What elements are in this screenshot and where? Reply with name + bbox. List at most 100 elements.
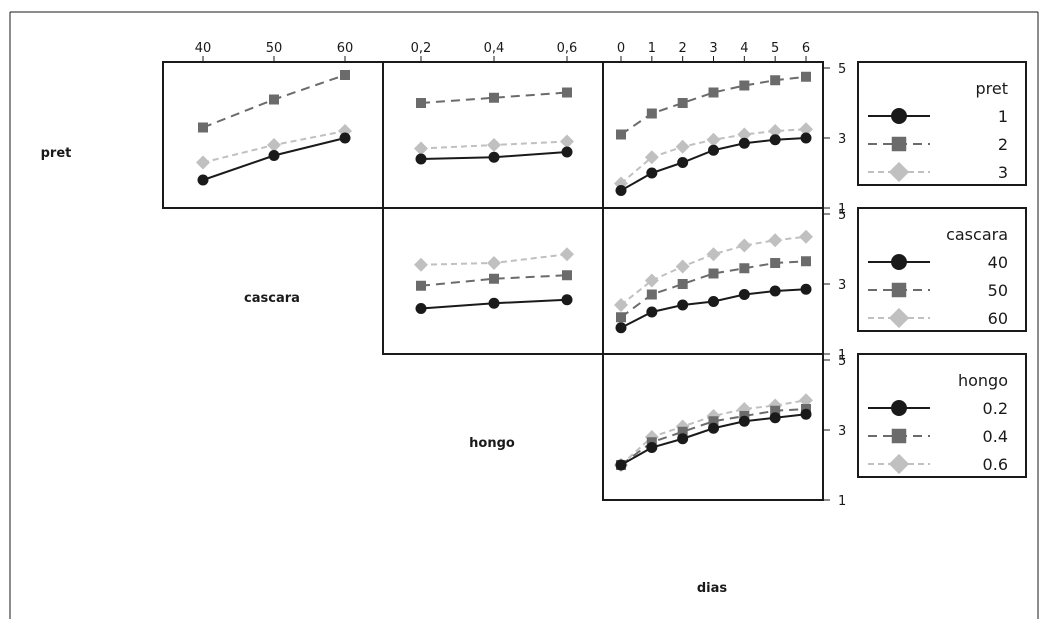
data-point-pret-cascara-3-0 (196, 155, 210, 170)
data-point-pret-hongo-3-1 (487, 138, 501, 152)
row-label-cascara: cascara (244, 291, 300, 306)
legend-box-cascara (857, 207, 1027, 332)
data-point-pret-dias-1-5 (769, 134, 781, 146)
data-point-hongo-dias-0.4-2 (677, 426, 688, 437)
top-tick-label-cascara-2: 60 (337, 41, 354, 56)
data-point-pret-hongo-2-1 (489, 92, 499, 103)
data-point-cascara-dias-50-0 (616, 312, 626, 323)
data-point-pret-dias-3-4 (737, 127, 752, 142)
legend-label-pret-3: 3 (998, 163, 1008, 182)
legend-cascara: cascara 40 50 60 (857, 207, 1027, 332)
data-point-cascara-dias-50-2 (677, 279, 688, 289)
data-point-pret-hongo-1-0 (415, 153, 427, 165)
data-point-cascara-dias-60-3 (706, 247, 721, 262)
data-point-pret-hongo-1-1 (488, 151, 500, 163)
legend-marker-hongo-0.6 (888, 453, 910, 475)
data-point-cascara-dias-40-1 (646, 306, 658, 318)
right-tick-label-pret-2: 5 (838, 62, 846, 77)
top-tick-label-dias-1: 1 (648, 41, 656, 56)
data-point-cascara-hongo-50-0 (416, 280, 426, 291)
data-point-pret-dias-1-3 (708, 144, 719, 156)
data-point-hongo-dias-0.2-1 (646, 442, 658, 453)
data-point-cascara-dias-50-3 (708, 268, 719, 279)
panel-frame-pret-hongo (382, 61, 604, 209)
data-point-cascara-dias-50-4 (739, 263, 750, 274)
panel-hongo-dias (602, 353, 824, 501)
data-point-pret-dias-3-1 (644, 150, 659, 165)
top-tick-label-dias-5: 5 (771, 41, 779, 56)
legend-marker-pret-1 (891, 108, 907, 124)
legend-hongo: hongo 0.2 0.4 0.6 (857, 353, 1027, 478)
panel-pret-dias (602, 61, 824, 209)
top-tick-label-dias-4: 4 (740, 41, 748, 56)
legend-marker-hongo-0.4 (891, 428, 907, 444)
data-point-cascara-dias-60-4 (737, 238, 752, 253)
col-label-dias: dias (697, 581, 728, 596)
data-point-cascara-hongo-60-2 (560, 247, 574, 262)
data-point-pret-dias-2-6 (801, 71, 811, 82)
data-point-cascara-hongo-40-2 (561, 294, 573, 306)
data-point-pret-cascara-2-0 (198, 122, 208, 133)
legend-label-cascara-40: 40 (988, 253, 1008, 272)
top-tick-label-cascara-1: 50 (266, 41, 283, 56)
data-point-pret-dias-2-1 (646, 108, 657, 119)
data-point-pret-dias-1-4 (738, 137, 750, 149)
series-line-pret-dias-2 (620, 75, 807, 136)
panels-layer (162, 61, 824, 501)
data-point-pret-dias-2-5 (770, 75, 781, 86)
data-point-pret-dias-1-0 (615, 185, 627, 196)
right-tick-label-hongo-0: 1 (838, 494, 846, 509)
panel-cascara-hongo (382, 207, 604, 355)
data-point-cascara-dias-50-6 (801, 256, 811, 267)
right-tick-label-cascara-2: 5 (838, 208, 846, 223)
top-tick-label-cascara-0: 40 (195, 41, 212, 56)
data-point-hongo-dias-0.6-6 (799, 393, 813, 408)
data-point-pret-dias-3-6 (799, 122, 813, 137)
top-tick-label-hongo-1: 0,4 (484, 41, 505, 56)
data-point-cascara-dias-40-6 (800, 283, 812, 295)
legend-title-cascara: cascara (946, 225, 1008, 244)
row-label-pret: pret (41, 146, 72, 161)
data-point-pret-dias-1-2 (677, 157, 689, 168)
data-point-pret-dias-2-2 (677, 98, 688, 108)
data-point-pret-hongo-3-0 (414, 141, 428, 156)
legend-box-hongo (857, 353, 1027, 478)
series-line-pret-hongo-2 (420, 91, 568, 104)
data-point-pret-hongo-2-2 (562, 87, 572, 98)
data-point-cascara-dias-50-5 (770, 258, 781, 268)
legend-pret: pret 1 2 3 (857, 61, 1027, 186)
top-tick-label-hongo-0: 0,2 (411, 41, 432, 56)
top-tick-label-dias-6: 6 (802, 41, 810, 56)
data-point-cascara-dias-60-1 (644, 273, 659, 288)
data-point-pret-cascara-1-0 (197, 174, 209, 186)
right-tick-label-cascara-1: 3 (838, 278, 846, 293)
data-point-cascara-dias-60-6 (799, 229, 813, 244)
data-point-pret-dias-1-1 (646, 167, 658, 179)
legend-marker-cascara-50 (891, 282, 907, 298)
panel-frame-pret-cascara (162, 61, 384, 209)
data-point-cascara-dias-40-4 (738, 289, 750, 300)
row-label-hongo: hongo (469, 436, 515, 451)
legend-title-hongo: hongo (958, 371, 1008, 390)
data-point-cascara-hongo-50-2 (562, 270, 572, 281)
right-tick-label-pret-1: 3 (838, 132, 846, 147)
data-point-pret-cascara-1-2 (339, 132, 351, 144)
legend-marker-pret-3 (888, 161, 910, 183)
legend-marker-pret-2 (891, 136, 907, 152)
right-tick-label-hongo-1: 3 (838, 424, 846, 439)
data-point-cascara-hongo-60-0 (414, 257, 428, 272)
data-point-hongo-dias-0.4-5 (770, 405, 781, 416)
top-tick-label-dias-2: 2 (679, 41, 687, 56)
data-point-pret-dias-3-2 (675, 139, 690, 154)
right-tick-label-hongo-2: 5 (838, 354, 846, 369)
data-point-cascara-dias-50-1 (646, 289, 657, 300)
data-point-cascara-dias-40-0 (615, 322, 627, 334)
legend-box-pret (857, 61, 1027, 186)
data-point-pret-dias-3-3 (706, 132, 721, 147)
data-point-pret-hongo-3-2 (560, 134, 574, 149)
legends-layer: pret 1 2 3 cascara 40 50 60 hongo 0.2 0.4 0.6 (857, 61, 1027, 478)
data-point-cascara-dias-60-5 (768, 233, 783, 248)
panel-cascara-dias (602, 207, 824, 355)
data-point-pret-dias-2-0 (616, 129, 626, 140)
